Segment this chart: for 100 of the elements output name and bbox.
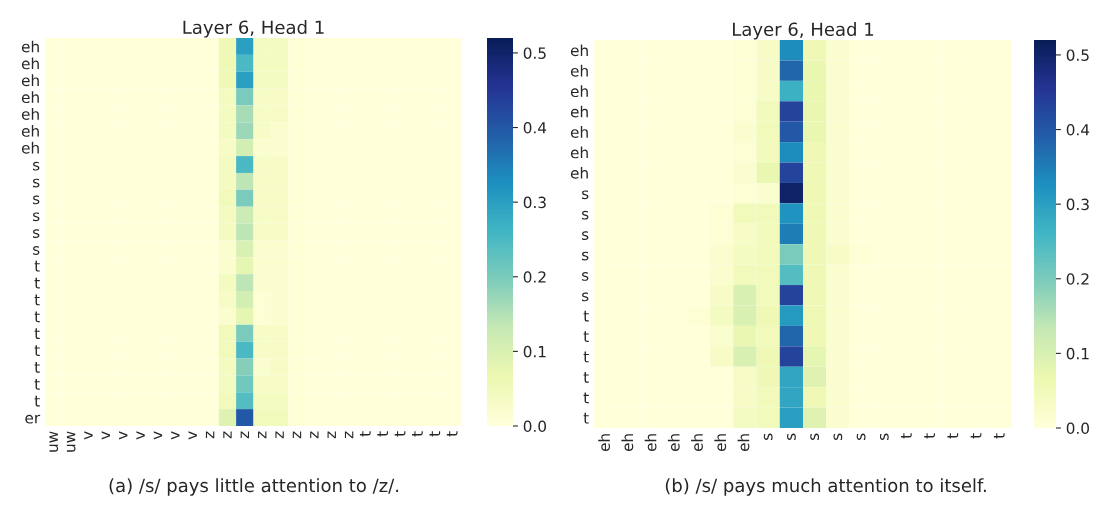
x-tick-label: z	[258, 431, 267, 439]
x-tick-label: z	[327, 431, 336, 439]
x-tick-label: s	[879, 433, 889, 440]
y-tick-label: eh	[21, 74, 39, 87]
color-bar-label: 0.5	[1066, 49, 1089, 61]
color-bar-label: 0.0	[523, 420, 546, 433]
y-tick-label: s	[582, 190, 589, 200]
y-tick-label: eh	[21, 124, 39, 137]
color-bar-label: 0.4	[1066, 124, 1090, 136]
x-tick-label: v	[119, 431, 128, 440]
y-tick-label: t	[34, 328, 40, 340]
x-tick-label: v	[188, 431, 197, 440]
y-tick-label: eh	[21, 91, 39, 104]
x-tick-label: z	[275, 431, 284, 439]
y-tick-label: t	[583, 412, 589, 424]
y-tick-label: t	[34, 311, 40, 323]
x-tick-label: t	[446, 431, 458, 437]
y-tick-label: t	[583, 310, 589, 322]
y-tick-label: s	[33, 229, 40, 239]
x-tick-label: s	[833, 433, 843, 440]
x-tick-label: t	[412, 431, 423, 437]
y-tick-label: t	[583, 392, 589, 404]
y-tick-label: s	[33, 161, 40, 171]
y-tick-label: t	[583, 351, 589, 363]
y-tick-label: s	[582, 231, 589, 241]
y-tick-label: eh	[570, 64, 588, 77]
y-tick-label: s	[582, 251, 589, 261]
y-tick-label: t	[34, 260, 40, 272]
y-tick-label: eh	[21, 141, 39, 154]
text: (a) /s/ pays little attention to /z/.	[109, 478, 399, 496]
color-bar-label: 0.1	[1066, 347, 1089, 360]
color-bar-label: 0.4	[523, 122, 547, 134]
x-tick-label: s	[787, 433, 796, 440]
y-tick-label: t	[583, 372, 589, 383]
x-tick-label: z	[205, 431, 215, 439]
x-tick-label: eh	[737, 434, 750, 452]
y-tick-label: t	[34, 345, 40, 356]
x-tick-label: t	[394, 431, 406, 437]
y-tick-label: er	[25, 414, 41, 424]
x-tick-label: t	[900, 433, 912, 439]
color-bar-label: 0.3	[1066, 198, 1089, 211]
y-tick-label: s	[33, 246, 40, 255]
y-tick-label: t	[34, 277, 40, 289]
x-tick-label: z	[310, 431, 319, 439]
y-tick-label: eh	[570, 85, 588, 98]
x-tick-label: t	[429, 431, 441, 437]
x-tick-label: z	[223, 431, 232, 439]
x-tick-label: v	[101, 431, 111, 440]
x-tick-label: uw	[49, 431, 59, 452]
y-tick-label: eh	[21, 108, 39, 120]
color-bar-label: 0.3	[523, 196, 546, 209]
x-tick-label: t	[359, 431, 371, 437]
x-tick-label: v	[84, 431, 93, 440]
y-tick-label: t	[34, 294, 40, 306]
text: (b) /s/ pays much attention to itself.	[665, 478, 986, 496]
x-tick-label: eh	[598, 434, 611, 452]
x-tick-label: eh	[714, 434, 727, 452]
y-tick-label: eh	[570, 105, 588, 118]
y-tick-label: s	[33, 178, 40, 188]
y-tick-label: s	[33, 195, 40, 205]
x-tick-label: eh	[621, 434, 634, 452]
y-tick-label: s	[582, 272, 589, 281]
x-tick-label: s	[856, 433, 866, 440]
y-tick-label: eh	[21, 57, 39, 70]
y-tick-label: s	[33, 212, 40, 222]
color-bar-label: 0.0	[1066, 422, 1089, 435]
color-bar-label: 0.2	[1066, 273, 1089, 285]
x-tick-label: z	[240, 431, 250, 439]
x-tick-label: eh	[667, 434, 680, 452]
y-tick-label: s	[582, 292, 589, 302]
chart-title: Layer 6, Head 1	[183, 20, 324, 38]
x-tick-label: t	[993, 433, 1005, 439]
y-tick-label: t	[34, 362, 40, 373]
x-tick-label: uw	[66, 431, 76, 452]
x-tick-label: t	[970, 433, 982, 439]
x-tick-label: s	[763, 433, 773, 440]
y-tick-label: eh	[570, 126, 588, 138]
y-tick-label: eh	[21, 40, 39, 53]
color-bar-label: 0.2	[523, 271, 546, 283]
x-tick-label: eh	[644, 434, 657, 452]
x-tick-label: t	[947, 433, 959, 439]
y-tick-label: eh	[570, 44, 588, 57]
x-tick-label: z	[292, 431, 302, 439]
y-tick-label: t	[34, 378, 40, 390]
y-tick-label: t	[34, 395, 40, 407]
y-tick-label: t	[583, 331, 589, 342]
x-tick-label: s	[810, 433, 820, 440]
y-tick-label: eh	[570, 146, 588, 159]
y-tick-label: s	[582, 210, 589, 220]
x-tick-label: t	[377, 431, 389, 437]
x-tick-label: v	[136, 431, 145, 440]
x-tick-label: v	[153, 431, 163, 440]
x-tick-label: v	[171, 431, 180, 440]
chart-title: Layer 6, Head 1	[733, 22, 874, 40]
x-tick-label: t	[924, 433, 935, 439]
y-tick-label: eh	[570, 166, 588, 179]
color-bar-label: 0.1	[523, 345, 546, 358]
x-tick-label: z	[344, 431, 354, 439]
x-tick-label: eh	[691, 434, 703, 452]
color-bar-label: 0.5	[523, 47, 546, 59]
